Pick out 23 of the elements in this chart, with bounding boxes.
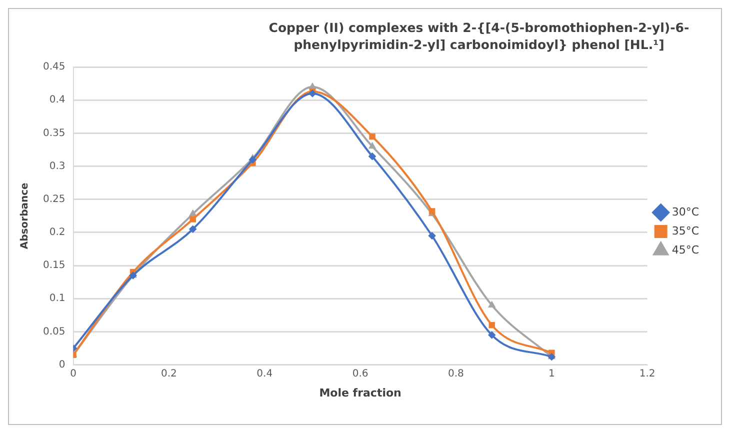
y-tick-label: 0.1 xyxy=(49,293,66,304)
y-tick-label: 0.2 xyxy=(49,227,66,238)
y-tick-label: 0 xyxy=(58,359,66,370)
x-tick-label: 1 xyxy=(548,368,555,380)
y-tick-label: 0.15 xyxy=(43,260,66,272)
x-tick-label: 0.2 xyxy=(160,368,177,380)
y-axis-title: Absorbance xyxy=(20,182,31,250)
y-tick-label: 0.35 xyxy=(43,128,66,139)
x-tick-label: 0.4 xyxy=(256,368,273,380)
y-tick-label: 0.05 xyxy=(43,326,66,338)
y-tick-label: 0.45 xyxy=(43,62,66,73)
legend-label: 30°C xyxy=(672,205,700,218)
legend-label: 45°C xyxy=(672,243,700,256)
y-tick-label: 0.3 xyxy=(49,160,66,172)
y-tick-label: 0.25 xyxy=(43,194,66,205)
x-tick-label: 0.8 xyxy=(448,368,464,380)
x-tick-label: 0 xyxy=(70,368,76,380)
y-tick-label: 0.4 xyxy=(49,94,66,106)
x-axis-title: Mole fraction xyxy=(319,386,402,400)
legend-label: 35°C xyxy=(672,224,700,238)
x-tick-label: 0.6 xyxy=(352,368,368,380)
x-tick-label: 1.2 xyxy=(639,368,656,380)
chart-title: Copper (II) complexes with 2-{[4-(5-bromothiophen-2-yl)-6-phenylpyrimidin-2-yl] carbonoimidoyl} phenol [HL.¹] xyxy=(268,19,690,53)
